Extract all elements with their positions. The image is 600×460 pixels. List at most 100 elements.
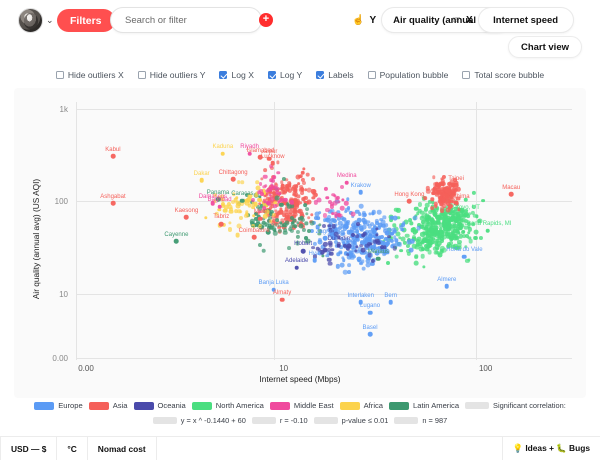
- data-point[interactable]: [432, 213, 437, 217]
- data-point[interactable]: [394, 207, 399, 212]
- data-point[interactable]: [329, 204, 334, 209]
- data-point[interactable]: [392, 246, 398, 251]
- data-point[interactable]: [361, 217, 367, 223]
- checkbox[interactable]: [462, 71, 471, 79]
- data-point[interactable]: [269, 196, 274, 202]
- data-point[interactable]: [231, 192, 236, 197]
- legend-item-north-america[interactable]: North America: [191, 401, 264, 410]
- data-point[interactable]: [424, 213, 430, 219]
- data-point[interactable]: [439, 201, 444, 206]
- data-point[interactable]: [294, 198, 299, 203]
- data-point[interactable]: [276, 220, 281, 225]
- data-point[interactable]: [303, 200, 307, 204]
- data-point[interactable]: [355, 227, 359, 231]
- data-point[interactable]: [450, 194, 455, 199]
- data-point[interactable]: [325, 253, 330, 258]
- data-point[interactable]: [364, 237, 369, 242]
- data-point[interactable]: [392, 215, 398, 221]
- data-point[interactable]: [357, 246, 363, 252]
- data-point[interactable]: [443, 215, 448, 220]
- data-point[interactable]: [436, 186, 442, 192]
- data-point[interactable]: [235, 200, 241, 206]
- data-point[interactable]: [268, 205, 273, 210]
- data-point[interactable]: [240, 198, 245, 203]
- data-point[interactable]: [460, 212, 465, 217]
- data-point[interactable]: [322, 224, 327, 228]
- data-point[interactable]: [440, 179, 446, 184]
- data-point[interactable]: [322, 235, 328, 241]
- data-point[interactable]: [447, 243, 452, 248]
- data-point[interactable]: [354, 249, 358, 253]
- data-point[interactable]: [380, 219, 386, 225]
- data-point[interactable]: [390, 244, 394, 249]
- data-point[interactable]: [322, 247, 328, 253]
- data-point[interactable]: [446, 189, 452, 195]
- data-point[interactable]: [396, 208, 401, 213]
- data-point[interactable]: [422, 231, 428, 236]
- data-point[interactable]: [424, 202, 430, 208]
- data-point[interactable]: [467, 236, 472, 240]
- data-point[interactable]: [378, 249, 384, 254]
- data-point[interactable]: [440, 211, 445, 216]
- temperature-unit-button[interactable]: °C: [57, 436, 88, 460]
- data-point[interactable]: [441, 183, 445, 187]
- data-point[interactable]: [379, 217, 384, 222]
- data-point[interactable]: [258, 181, 263, 186]
- data-point[interactable]: [321, 254, 325, 258]
- data-point[interactable]: [468, 238, 473, 244]
- data-point[interactable]: [302, 180, 307, 185]
- data-point[interactable]: [294, 194, 298, 198]
- data-point[interactable]: [254, 193, 259, 197]
- legend-item-oceania[interactable]: Oceania: [133, 401, 186, 410]
- data-point[interactable]: [372, 242, 377, 247]
- data-point[interactable]: [174, 238, 179, 244]
- data-point[interactable]: [221, 201, 226, 206]
- data-point[interactable]: [419, 240, 424, 245]
- data-point[interactable]: [441, 175, 446, 180]
- data-point[interactable]: [352, 240, 357, 245]
- data-point[interactable]: [258, 223, 263, 228]
- data-point[interactable]: [473, 229, 479, 235]
- data-point[interactable]: [462, 234, 466, 239]
- data-point[interactable]: [240, 201, 245, 206]
- data-point[interactable]: [406, 239, 412, 245]
- data-point[interactable]: [284, 177, 289, 182]
- data-point[interactable]: [460, 223, 464, 228]
- data-point[interactable]: [355, 209, 360, 214]
- data-point[interactable]: [508, 191, 514, 197]
- data-point[interactable]: [370, 221, 374, 226]
- data-point[interactable]: [289, 196, 293, 201]
- data-point[interactable]: [471, 210, 476, 215]
- data-point[interactable]: [418, 246, 424, 252]
- data-point[interactable]: [388, 300, 394, 305]
- data-point[interactable]: [384, 248, 390, 254]
- data-point[interactable]: [271, 185, 275, 189]
- data-point[interactable]: [403, 219, 409, 225]
- data-point[interactable]: [466, 231, 471, 235]
- data-point[interactable]: [336, 210, 340, 215]
- data-point[interactable]: [434, 191, 439, 197]
- data-point[interactable]: [369, 239, 373, 243]
- data-point[interactable]: [328, 251, 334, 256]
- checkbox[interactable]: [55, 71, 64, 79]
- data-point[interactable]: [110, 153, 116, 159]
- data-point[interactable]: [428, 222, 433, 227]
- data-point[interactable]: [412, 244, 417, 249]
- data-point[interactable]: [393, 235, 397, 239]
- data-point[interactable]: [236, 223, 242, 229]
- data-point[interactable]: [348, 253, 354, 258]
- data-point[interactable]: [361, 212, 367, 218]
- data-point[interactable]: [374, 218, 379, 223]
- data-point[interactable]: [222, 208, 228, 213]
- data-point[interactable]: [430, 206, 435, 211]
- data-point[interactable]: [313, 200, 319, 205]
- data-point[interactable]: [442, 206, 447, 211]
- data-point[interactable]: [382, 215, 387, 219]
- data-point[interactable]: [303, 203, 308, 207]
- data-point[interactable]: [447, 199, 452, 203]
- data-point[interactable]: [426, 229, 430, 233]
- data-point[interactable]: [412, 215, 418, 221]
- data-point[interactable]: [351, 225, 356, 230]
- data-point[interactable]: [287, 212, 293, 218]
- data-point[interactable]: [352, 244, 358, 249]
